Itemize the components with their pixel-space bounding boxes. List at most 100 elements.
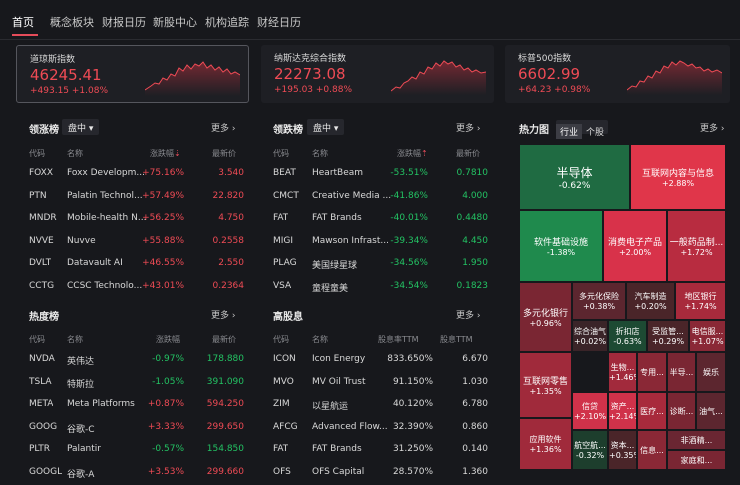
heatmap-tile[interactable]: 多元化保险 +0.38% [572,282,626,320]
losers-more-link[interactable]: 更多 › [456,121,481,134]
col-header-change[interactable]: 涨跌幅⇡ [397,148,428,159]
heatmap-tile[interactable]: 信息... [637,430,667,470]
heatmap-tile[interactable]: 消费电子产品 +2.00% [603,210,667,282]
tab-institution-tracking[interactable]: 机构追踪 [205,16,249,29]
tab-economic-calendar[interactable]: 财经日历 [257,16,301,29]
index-card-sp500[interactable]: 标普500指数 6602.99 +64.23 +0.98% [505,45,730,103]
table-row[interactable]: CMCT Creative Media ... -41.86% 4.000 [273,187,488,209]
tile-change: +1.36% [529,444,562,454]
table-row[interactable]: MNDR Mobile-health N... +56.25% 4.750 [29,209,244,231]
index-value: 22273.08 [274,65,346,83]
tab-home[interactable]: 首页 [12,16,34,29]
table-row[interactable]: FOXX Foxx Developm... +75.16% 3.540 [29,164,244,186]
heatmap-tile[interactable]: 互联网内容与信息 +2.88% [630,144,726,210]
table-row[interactable]: META Meta Platforms +0.87% 594.250 [29,395,244,417]
cell-chg: 32.390% [392,421,433,432]
cell-price: 178.880 [206,354,244,364]
heatmap-more-link[interactable]: 更多 › [700,121,725,134]
table-row[interactable]: FAT FAT Brands -40.01% 0.4480 [273,209,488,231]
tab-concept-sectors[interactable]: 概念板块 [50,16,94,29]
table-row[interactable]: GOOG 谷歌-C +3.33% 299.650 [29,418,244,440]
tile-name: 诊断... [669,407,694,416]
cell-chg: +75.16% [142,168,184,178]
header-label: 涨跌幅 [150,149,174,158]
heatmap-tile[interactable]: 资产...+2.14% [608,392,637,430]
tile-name: 娱乐 [703,368,719,377]
heatmap-tile[interactable]: 非酒精... [667,430,726,450]
table-row[interactable]: CCTG CCSC Technolo... +43.01% 0.2364 [29,277,244,299]
table-row[interactable]: MIGI Mawson Infrast... -39.34% 4.450 [273,232,488,254]
heatmap-tile[interactable]: 专用... [637,352,667,392]
table-row[interactable]: VSA 童程童美 -34.54% 0.1823 [273,277,488,299]
heatmap-tile[interactable]: 折扣店 -0.63% [608,320,647,352]
heatmap-tile[interactable]: 多元化银行 +0.96% [519,282,572,352]
cell-price: 0.2364 [212,280,245,291]
heatmap-tile[interactable]: 油气... [696,392,726,430]
index-card-nasdaq[interactable]: 纳斯达克综合指数 22273.08 +195.03 +0.88% [261,45,494,103]
table-row[interactable]: GOOGL 谷歌-A +3.53% 299.660 [29,463,244,485]
heatmap-tile[interactable]: 电信服... +1.07% [689,320,726,352]
heatmap-tile[interactable]: 应用软件 +1.36% [519,418,572,470]
heatmap-tile[interactable]: 信贷 +2.10% [572,392,608,430]
tab-ipo-center[interactable]: 新股中心 [153,16,197,29]
cell-price: 4.450 [462,235,488,246]
table-row[interactable]: OFS OFS Capital 28.570% 1.360 [273,463,488,485]
table-row[interactable]: TSLA 特斯拉 -1.05% 391.090 [29,373,244,395]
cell-price: 22.820 [212,190,245,201]
heatmap-tile[interactable]: 诊断... [667,392,696,430]
cell-code: MNDR [29,213,57,223]
index-change: +195.03 +0.88% [274,85,353,95]
col-header-change[interactable]: 涨跌幅⇣ [150,148,181,159]
heatmap-tile[interactable]: 医疗... [637,392,667,430]
tab-earnings-calendar[interactable]: 财报日历 [102,16,146,29]
heatmap-tile[interactable]: 受监管... +0.29% [647,320,689,352]
heatmap-tile[interactable]: 地区银行 +1.74% [675,282,726,320]
tab-industry[interactable]: 行业 [556,124,583,139]
table-row[interactable]: ZIM 以星航运 40.120% 6.780 [273,395,488,417]
heatmap-tile[interactable]: 软件基础设施 -1.38% [519,210,603,282]
cell-chg: -1.05% [152,376,184,387]
index-sparkline [627,60,722,95]
gainers-period-dropdown[interactable]: 盘中 ▾ [62,119,100,135]
cell-price: 0.860 [462,421,488,432]
hot-more-link[interactable]: 更多 › [211,308,236,321]
dividend-title: 高股息 [273,312,303,323]
cell-name: Creative Media ... [312,190,392,201]
heatmap-tile[interactable]: 半导... [667,352,696,392]
cell-chg: 833.650% [387,354,433,364]
heatmap-tile[interactable]: 综合油气 +0.02% [572,320,608,352]
table-row[interactable]: NVVE Nuvve +55.88% 0.2558 [29,232,244,254]
table-row[interactable]: NVDA 英伟达 -0.97% 178.880 [29,350,244,372]
cell-code: AFCG [273,421,298,432]
table-row[interactable]: BEAT HeartBeam -53.51% 0.7810 [273,164,488,186]
tab-stocks[interactable]: 个股 [586,128,605,138]
index-card-dow[interactable]: 道琼斯指数 46245.41 +493.15 +1.08% [16,45,249,103]
cell-price: 2.550 [218,258,244,268]
tile-name: 家庭和... [680,456,713,465]
dividend-more-link[interactable]: 更多 › [456,308,481,321]
table-row[interactable]: MVO MV Oil Trust 91.150% 1.030 [273,373,488,395]
heatmap-tile[interactable]: 一般药品制... +1.72% [667,210,726,282]
heatmap-tile[interactable]: 半导体 -0.62% [519,144,630,210]
table-row[interactable]: PLTR Palantir -0.57% 154.850 [29,440,244,462]
heatmap-tile[interactable]: 生物...+1.46% [608,352,637,392]
losers-period-dropdown[interactable]: 盘中 ▾ [307,119,345,135]
heatmap-tile[interactable]: 互联网零售 +1.35% [519,352,572,418]
heatmap-tile[interactable]: 家庭和... [667,450,726,470]
table-row[interactable]: ICON Icon Energy 833.650% 6.670 [273,350,488,372]
table-row[interactable]: DVLT Datavault AI +46.55% 2.550 [29,254,244,276]
heatmap-tile[interactable]: 资本...+0.35% [608,430,637,470]
active-tab-underline [12,34,38,36]
tile-name: 综合油气 [574,326,606,336]
heatmap-tile[interactable]: 航空航... -0.32% [572,430,608,470]
table-row[interactable]: FAT FAT Brands 31.250% 0.140 [273,440,488,462]
cell-chg: +3.33% [147,421,184,432]
heatmap-tile[interactable]: 汽车制造 +0.20% [626,282,675,320]
index-name: 纳斯达克综合指数 [274,54,347,64]
heatmap-tile[interactable]: 娱乐 [696,352,726,392]
cell-name: Icon Energy [312,354,366,364]
gainers-more-link[interactable]: 更多 › [211,121,236,134]
table-row[interactable]: AFCG Advanced Flow... 32.390% 0.860 [273,418,488,440]
table-row[interactable]: PTN Palatin Technol... +57.49% 22.820 [29,187,244,209]
table-row[interactable]: PLAG 美国绿星球 -34.56% 1.950 [273,254,488,276]
